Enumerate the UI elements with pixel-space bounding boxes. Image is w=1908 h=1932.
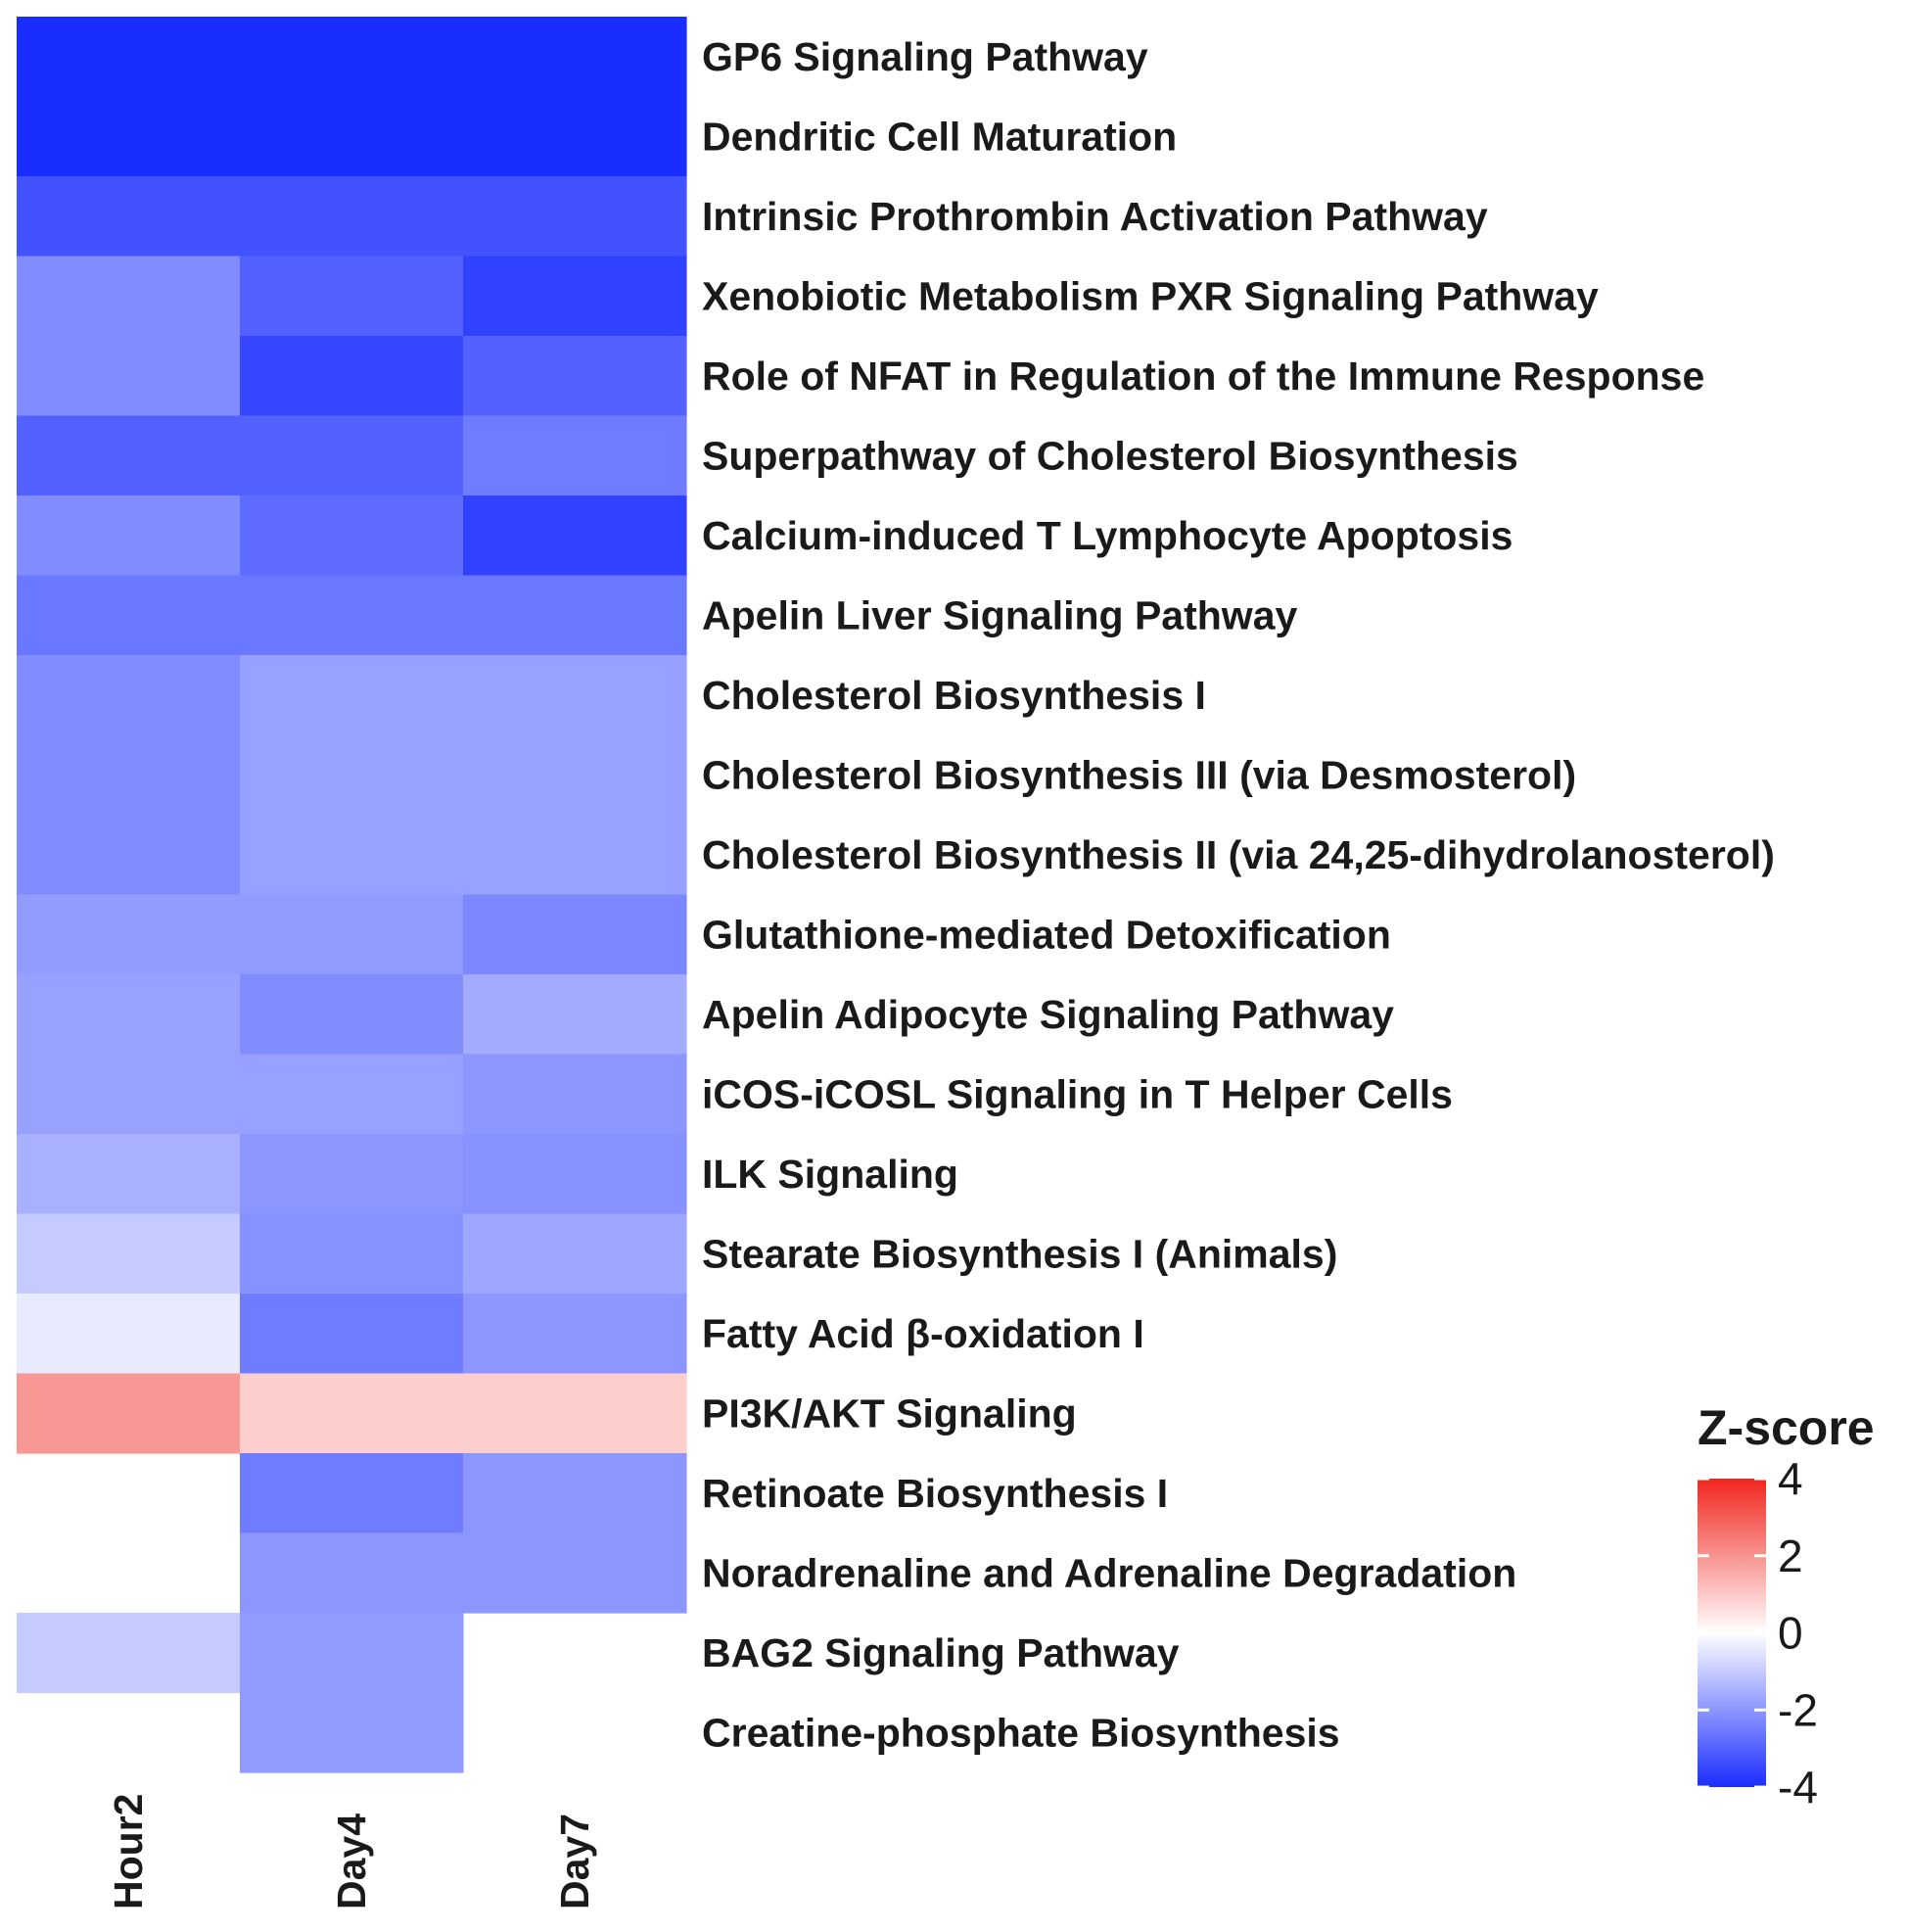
heatmap-cell <box>463 815 687 896</box>
heatmap-cell <box>17 1134 241 1215</box>
heatmap-cell <box>240 1692 464 1773</box>
zscore-legend: Z-score 4 2 0 -2 -4 <box>1698 1400 1875 1813</box>
heatmap-cell <box>463 655 687 736</box>
row-label: Noradrenaline and Adrenaline Degradation <box>702 1550 1516 1595</box>
row-label: Apelin Liver Signaling Pathway <box>702 592 1297 637</box>
legend-ticks: 4 2 0 -2 -4 <box>1698 1453 1818 1813</box>
heatmap-cell <box>240 575 464 656</box>
legend-tick-label: -4 <box>1778 1762 1818 1813</box>
heatmap-cell <box>240 1453 464 1534</box>
heatmap-cell <box>463 1294 687 1375</box>
heatmap-cell <box>463 734 687 816</box>
heatmap-cell <box>17 415 241 496</box>
heatmap-cell <box>240 655 464 736</box>
heatmap-cell <box>463 575 687 656</box>
heatmap-cell <box>240 17 464 98</box>
heatmap-cell <box>240 1294 464 1375</box>
heatmap-cell <box>463 894 687 975</box>
column-label: Day7 <box>552 1814 597 1909</box>
row-label: BAG2 Signaling Pathway <box>702 1630 1180 1675</box>
heatmap-cell <box>17 495 241 577</box>
column-labels: Hour2 Day4 Day7 <box>106 1794 597 1909</box>
row-label: Stearate Biosynthesis I (Animals) <box>702 1231 1337 1276</box>
row-label: PI3K/AKT Signaling <box>702 1390 1077 1436</box>
row-label: Cholesterol Biosynthesis II (via 24,25-d… <box>702 832 1775 877</box>
heatmap-cell <box>240 495 464 577</box>
heatmap-cell <box>17 336 241 417</box>
heatmap-cell <box>463 495 687 577</box>
heatmap-cell <box>240 96 464 177</box>
heatmap-cell <box>240 815 464 896</box>
heatmap-cell <box>240 1613 464 1694</box>
heatmap-cell <box>463 1453 687 1534</box>
heatmap-cell <box>240 415 464 496</box>
heatmap-cell <box>240 734 464 816</box>
legend-tick-label: 0 <box>1778 1608 1803 1659</box>
row-labels: GP6 Signaling Pathway Dendritic Cell Matu… <box>702 34 1775 1756</box>
row-label: Fatty Acid β-oxidation I <box>702 1311 1144 1356</box>
legend-tick-label: 2 <box>1778 1531 1803 1581</box>
row-label: iCOS-iCOSL Signaling in T Helper Cells <box>702 1071 1453 1116</box>
row-label: ILK Signaling <box>702 1152 958 1197</box>
heatmap-cell <box>240 1373 464 1454</box>
heatmap-cell <box>463 336 687 417</box>
heatmap-cell <box>17 815 241 896</box>
row-label: Cholesterol Biosynthesis I <box>702 673 1206 718</box>
row-label: Cholesterol Biosynthesis III (via Desmos… <box>702 752 1576 797</box>
heatmap-cell <box>240 1532 464 1614</box>
row-label: Retinoate Biosynthesis I <box>702 1471 1168 1516</box>
heatmap-cell <box>240 256 464 337</box>
heatmap-cell <box>463 1054 687 1135</box>
heatmap-cell <box>17 575 241 656</box>
row-label: Glutathione-mediated Detoxification <box>702 912 1391 957</box>
heatmap-cell <box>463 1213 687 1295</box>
heatmap-cell <box>463 1532 687 1614</box>
column-label: Day4 <box>329 1814 374 1909</box>
legend-tick-label: 4 <box>1778 1453 1803 1504</box>
heatmap-cell <box>17 17 241 98</box>
row-label: Superpathway of Cholesterol Biosynthesis <box>702 433 1518 478</box>
heatmap-cell <box>17 655 241 736</box>
heatmap-cell <box>17 96 241 177</box>
heatmap-cell <box>17 1294 241 1375</box>
legend-tick-label: -2 <box>1778 1684 1818 1735</box>
heatmap-cell <box>17 1373 241 1454</box>
heatmap-cell <box>240 1213 464 1295</box>
heatmap-cell <box>463 96 687 177</box>
column-label: Hour2 <box>106 1794 151 1909</box>
heatmap-cell <box>17 176 241 258</box>
heatmap-cell <box>463 256 687 337</box>
heatmap-cell <box>463 974 687 1056</box>
heatmap-cell <box>240 336 464 417</box>
heatmap-cell <box>17 256 241 337</box>
row-label: Apelin Adipocyte Signaling Pathway <box>702 992 1394 1037</box>
heatmap-cell <box>240 1054 464 1135</box>
heatmap-cell <box>463 1373 687 1454</box>
row-label: GP6 Signaling Pathway <box>702 34 1148 79</box>
heatmap-cell <box>17 974 241 1056</box>
heatmap-cell <box>17 1613 241 1694</box>
heatmap-cells <box>17 17 687 1773</box>
heatmap-cell <box>463 1134 687 1215</box>
heatmap-cell <box>17 734 241 816</box>
heatmap-cell <box>463 17 687 98</box>
heatmap-cell <box>17 1213 241 1295</box>
row-label: Dendritic Cell Maturation <box>702 114 1177 159</box>
heatmap-cell <box>17 1054 241 1135</box>
heatmap-cell <box>240 176 464 258</box>
row-label: Intrinsic Prothrombin Activation Pathway <box>702 194 1488 239</box>
legend-title: Z-score <box>1698 1400 1875 1455</box>
heatmap-cell <box>463 176 687 258</box>
row-label: Role of NFAT in Regulation of the Immune… <box>702 353 1704 399</box>
heatmap-cell <box>17 894 241 975</box>
row-label: Calcium-induced T Lymphocyte Apoptosis <box>702 513 1512 558</box>
heatmap-cell <box>240 1134 464 1215</box>
heatmap-cell <box>463 415 687 496</box>
heatmap-cell <box>240 894 464 975</box>
row-label: Xenobiotic Metabolism PXR Signaling Path… <box>702 273 1599 318</box>
heatmap-cell <box>240 974 464 1056</box>
row-label: Creatine-phosphate Biosynthesis <box>702 1710 1340 1755</box>
